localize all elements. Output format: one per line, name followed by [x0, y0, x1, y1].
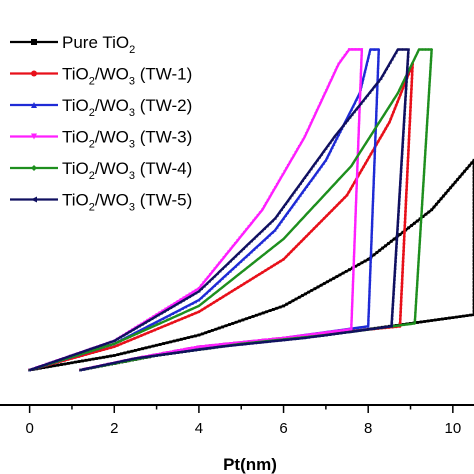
curve-layer: [28, 48, 474, 372]
legend-label: TiO2/WO3 (TW-5): [62, 191, 192, 214]
x-tick-label: 8: [364, 420, 372, 437]
series-4: [28, 48, 364, 372]
x-tick-label: 2: [110, 420, 118, 437]
legend-entry: TiO2/WO3 (TW-5): [10, 191, 192, 214]
series-line: [29, 48, 363, 372]
legend-marker: [31, 196, 37, 203]
legend-label: TiO2/WO3 (TW-2): [62, 96, 192, 119]
legend-marker: [31, 165, 37, 171]
legend-label: TiO2/WO3 (TW-4): [62, 159, 192, 182]
legend-entry: Pure TiO2: [10, 33, 135, 56]
legend-entry: TiO2/WO3 (TW-4): [10, 159, 192, 182]
x-axis: 0 2 4 6 8 10: [0, 404, 474, 437]
legend-label: TiO2/WO3 (TW-1): [62, 65, 192, 88]
x-axis-title: Pt(nm): [223, 455, 277, 474]
legend-marker: [31, 70, 37, 77]
series-6: [28, 48, 410, 372]
legend-entry: TiO2/WO3 (TW-2): [10, 96, 192, 119]
x-tick-label: 10: [444, 420, 461, 437]
legend-entry: TiO2/WO3 (TW-1): [10, 65, 192, 88]
x-tick-label: 0: [25, 420, 33, 437]
legend-marker: [31, 102, 37, 108]
legend: Pure TiO2 TiO2/WO3 (TW-1) TiO2/WO3 (TW-2) T…: [10, 33, 192, 214]
legend-label: Pure TiO2: [62, 33, 135, 56]
legend-marker: [31, 39, 37, 45]
legend-marker: [31, 133, 37, 140]
legend-label: TiO2/WO3 (TW-3): [62, 128, 192, 151]
x-tick-label: 6: [279, 420, 287, 437]
x-tick-label: 4: [195, 420, 203, 437]
legend-entry: TiO2/WO3 (TW-3): [10, 128, 192, 151]
